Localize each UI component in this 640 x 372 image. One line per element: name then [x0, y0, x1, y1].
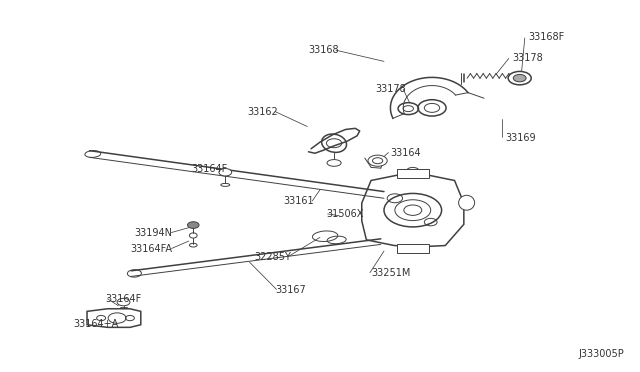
Circle shape: [418, 100, 446, 116]
Ellipse shape: [459, 195, 475, 210]
Text: 33164F: 33164F: [106, 295, 142, 304]
Text: 33167: 33167: [275, 285, 306, 295]
Circle shape: [368, 155, 387, 166]
Circle shape: [117, 298, 130, 306]
Polygon shape: [362, 175, 464, 247]
Text: 33161: 33161: [283, 196, 314, 206]
Text: 33194N: 33194N: [135, 228, 173, 237]
Bar: [397, 169, 429, 179]
Text: 33168: 33168: [308, 45, 339, 55]
Text: 33162: 33162: [248, 107, 278, 116]
Bar: [397, 244, 429, 253]
Circle shape: [513, 74, 526, 82]
Text: 33251M: 33251M: [371, 269, 411, 278]
Circle shape: [508, 71, 531, 85]
Text: 31506X: 31506X: [326, 209, 364, 219]
Circle shape: [219, 169, 232, 176]
Text: 33168F: 33168F: [528, 32, 564, 42]
Text: 33164FA: 33164FA: [131, 244, 173, 254]
Text: 32285Y: 32285Y: [254, 252, 291, 262]
Text: 33164F: 33164F: [191, 164, 227, 174]
Text: 33164: 33164: [390, 148, 421, 157]
Text: 33178: 33178: [512, 53, 543, 62]
Ellipse shape: [327, 160, 341, 166]
Polygon shape: [87, 309, 141, 327]
Text: J333005P: J333005P: [579, 349, 624, 359]
Text: 33178: 33178: [376, 84, 406, 94]
Circle shape: [188, 222, 199, 228]
Text: 33169: 33169: [506, 133, 536, 142]
Text: 33164+A: 33164+A: [74, 319, 119, 328]
